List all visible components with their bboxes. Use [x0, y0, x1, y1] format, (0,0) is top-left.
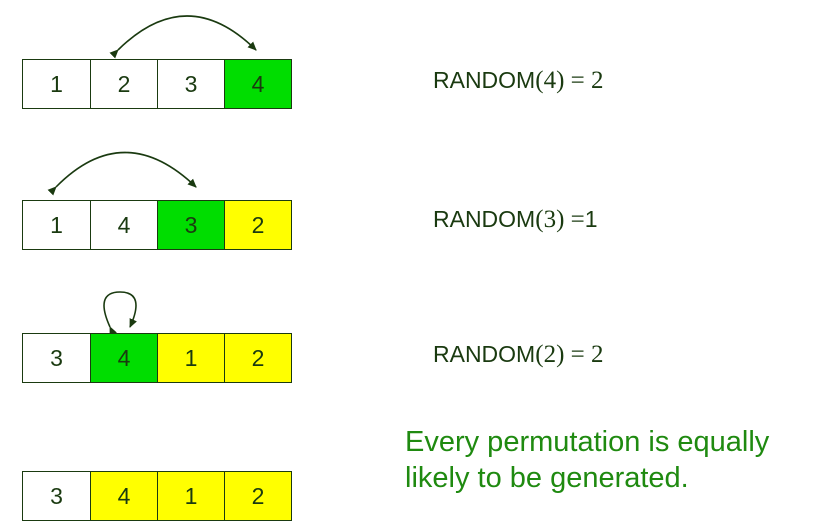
array-cell: 4	[90, 334, 157, 382]
array-step-1: 1 2 3 4	[22, 59, 292, 109]
equation-step-3: RANDOM(2) = 2	[433, 341, 604, 368]
equation-arg: 4	[543, 67, 557, 94]
array-cell: 4	[90, 201, 157, 249]
equation-step-2: RANDOM(3) =1	[433, 206, 598, 233]
array-cell: 1	[157, 334, 224, 382]
self-loop-arrow-step-3	[103, 291, 137, 336]
equation-step-1: RANDOM(4) = 2	[433, 67, 604, 94]
array-cell: 3	[157, 60, 224, 108]
equation-sep: =	[564, 206, 585, 233]
array-final: 3 4 1 2	[22, 471, 292, 521]
equation-result: 2	[591, 341, 604, 368]
equation-arg: 3	[543, 206, 557, 233]
array-cell: 2	[224, 472, 291, 520]
equation-fn: RANDOM	[433, 206, 536, 232]
equation-result: 1	[584, 206, 598, 232]
array-cell: 4	[224, 60, 291, 108]
array-step-3: 3 4 1 2	[22, 333, 292, 383]
array-cell: 3	[23, 472, 90, 520]
swap-arrow-step-2	[47, 151, 197, 196]
swap-arrow-step-1	[109, 15, 257, 59]
equation-arg: 2	[543, 341, 557, 368]
equation-fn: RANDOM	[433, 67, 536, 93]
array-step-2: 1 4 3 2	[22, 200, 292, 250]
equation-result: 2	[591, 67, 604, 94]
array-cell: 4	[90, 472, 157, 520]
array-cell: 3	[23, 334, 90, 382]
array-cell: 2	[224, 334, 291, 382]
array-cell: 1	[157, 472, 224, 520]
equation-fn: RANDOM	[433, 341, 536, 367]
conclusion-note: Every permutation is equally likely to b…	[405, 426, 770, 494]
array-cell: 1	[23, 201, 90, 249]
array-cell: 1	[23, 60, 90, 108]
equation-sep: =	[564, 341, 591, 368]
array-cell: 2	[224, 201, 291, 249]
array-cell: 3	[157, 201, 224, 249]
equation-sep: =	[564, 67, 591, 94]
array-cell: 2	[90, 60, 157, 108]
